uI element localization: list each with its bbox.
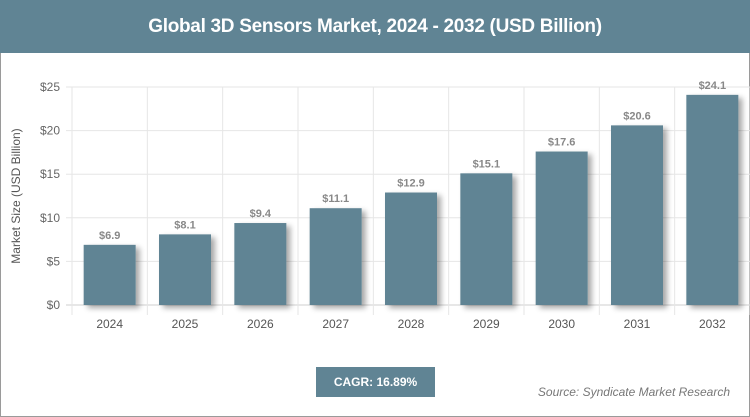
y-tick-label: $25 — [40, 80, 60, 94]
cagr-badge: CAGR: 16.89% — [316, 367, 435, 397]
y-tick-label: $15 — [40, 167, 60, 181]
data-label: $8.1 — [174, 219, 195, 231]
x-tick-label: 2028 — [398, 317, 425, 331]
data-label: $11.1 — [322, 193, 349, 205]
bar — [234, 223, 287, 305]
bar — [83, 244, 136, 305]
bar — [611, 125, 663, 305]
bar — [460, 173, 513, 305]
x-tick-label: 2025 — [172, 317, 199, 331]
y-axis-label: Market Size (USD Billion) — [9, 128, 23, 263]
x-tick-label: 2026 — [247, 317, 274, 331]
x-tick-label: 2030 — [548, 317, 575, 331]
x-tick-label: 2024 — [96, 317, 123, 331]
bar — [309, 208, 362, 305]
data-label: $6.9 — [99, 230, 120, 242]
source-note: Source: Syndicate Market Research — [537, 385, 730, 399]
y-tick-label: $0 — [47, 298, 61, 312]
bar — [159, 234, 211, 305]
data-label: $12.9 — [397, 178, 425, 190]
data-label: $15.1 — [473, 158, 501, 170]
bar — [535, 151, 588, 305]
chart-title: Global 3D Sensors Market, 2024 - 2032 (U… — [0, 0, 750, 53]
y-tick-label: $20 — [40, 124, 60, 138]
data-label: $17.6 — [548, 137, 576, 149]
data-label: $9.4 — [250, 208, 272, 220]
data-label: $24.1 — [699, 80, 727, 92]
x-tick-label: 2029 — [473, 317, 500, 331]
x-tick-label: 2032 — [699, 317, 726, 331]
data-label: $20.6 — [623, 110, 651, 122]
bar — [686, 94, 739, 306]
x-tick-label: 2027 — [322, 317, 349, 331]
y-tick-label: $10 — [40, 211, 60, 225]
x-tick-label: 2031 — [624, 317, 651, 331]
bar — [385, 192, 437, 305]
y-tick-label: $5 — [47, 254, 61, 268]
